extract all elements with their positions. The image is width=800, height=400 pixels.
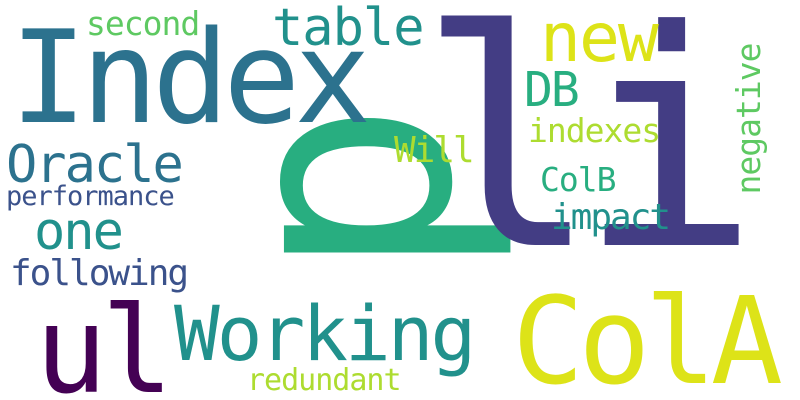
word-indexes: indexes <box>528 111 661 150</box>
word-negative: negative <box>728 43 768 195</box>
word-second: second <box>86 4 200 43</box>
word-colB: ColB <box>540 160 616 199</box>
word-li: li <box>418 0 759 316</box>
word-new: new <box>540 0 659 78</box>
word-db: DB <box>524 62 580 118</box>
word-working: Working <box>174 289 476 378</box>
word-oracle: Oracle <box>6 135 184 195</box>
word-ul: ul <box>35 282 173 400</box>
word-index: Index <box>10 4 371 153</box>
word-colA: ColA <box>512 273 783 400</box>
word-impact: impact <box>551 197 671 238</box>
word-following: following <box>10 253 189 294</box>
word-table: table <box>272 0 425 58</box>
word-will: Will <box>394 130 475 171</box>
word-one: one <box>34 202 124 262</box>
word-redundant: redundant <box>247 363 402 398</box>
word-performance: performance <box>6 181 175 212</box>
